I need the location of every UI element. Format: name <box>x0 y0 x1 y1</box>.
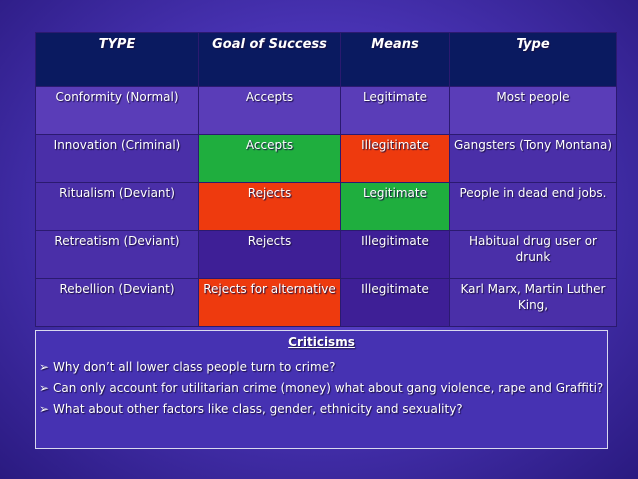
table-row: Conformity (Normal) Accepts Legitimate M… <box>35 86 617 135</box>
cell-means: Legitimate <box>340 86 450 135</box>
criticism-point: ➢ Can only account for utilitarian crime … <box>39 381 607 396</box>
arrow-bullet-icon: ➢ <box>39 402 50 416</box>
cell-goal: Accepts <box>198 86 341 135</box>
cell-means: Legitimate <box>340 182 450 231</box>
table-row: Innovation (Criminal) Accepts Illegitima… <box>35 134 617 183</box>
cell-goal: Accepts <box>198 134 341 183</box>
cell-type: Rebellion (Deviant) <box>35 278 199 327</box>
header-type: TYPE <box>35 32 199 87</box>
table-header-row: TYPE Goal of Success Means Type <box>35 32 617 87</box>
cell-example: Most people <box>449 86 617 135</box>
table-row: Retreatism (Deviant) Rejects Illegitimat… <box>35 230 617 279</box>
table-row: Ritualism (Deviant) Rejects Legitimate P… <box>35 182 617 231</box>
criticism-point: ➢ Why don’t all lower class people turn t… <box>39 360 607 375</box>
cell-example: Karl Marx, Martin Luther King, <box>449 278 617 327</box>
criticism-point: ➢ What about other factors like class, ge… <box>39 402 607 417</box>
strain-theory-table: TYPE Goal of Success Means Type Conformi… <box>35 32 617 327</box>
criticism-text: What about other factors like class, gen… <box>53 402 463 416</box>
cell-example: Habitual drug user or drunk <box>449 230 617 279</box>
arrow-bullet-icon: ➢ <box>39 381 50 395</box>
criticism-text: Can only account for utilitarian crime (… <box>53 381 604 395</box>
cell-type: Retreatism (Deviant) <box>35 230 199 279</box>
header-goal: Goal of Success <box>198 32 341 87</box>
table-row: Rebellion (Deviant) Rejects for alternat… <box>35 278 617 327</box>
cell-goal: Rejects <box>198 182 341 231</box>
criticisms-box: Criticisms ➢ Why don’t all lower class pe… <box>35 330 608 449</box>
cell-means: Illegitimate <box>340 278 450 327</box>
cell-example: People in dead end jobs. <box>449 182 617 231</box>
cell-means: Illegitimate <box>340 230 450 279</box>
cell-goal: Rejects for alternative <box>198 278 341 327</box>
arrow-bullet-icon: ➢ <box>39 360 50 374</box>
criticism-text: Why don’t all lower class people turn to… <box>53 360 336 374</box>
header-example: Type <box>449 32 617 87</box>
cell-type: Innovation (Criminal) <box>35 134 199 183</box>
cell-type: Conformity (Normal) <box>35 86 199 135</box>
header-means: Means <box>340 32 450 87</box>
cell-goal: Rejects <box>198 230 341 279</box>
criticisms-title: Criticisms <box>288 335 355 349</box>
cell-example: Gangsters (Tony Montana) <box>449 134 617 183</box>
cell-means: Illegitimate <box>340 134 450 183</box>
cell-type: Ritualism (Deviant) <box>35 182 199 231</box>
